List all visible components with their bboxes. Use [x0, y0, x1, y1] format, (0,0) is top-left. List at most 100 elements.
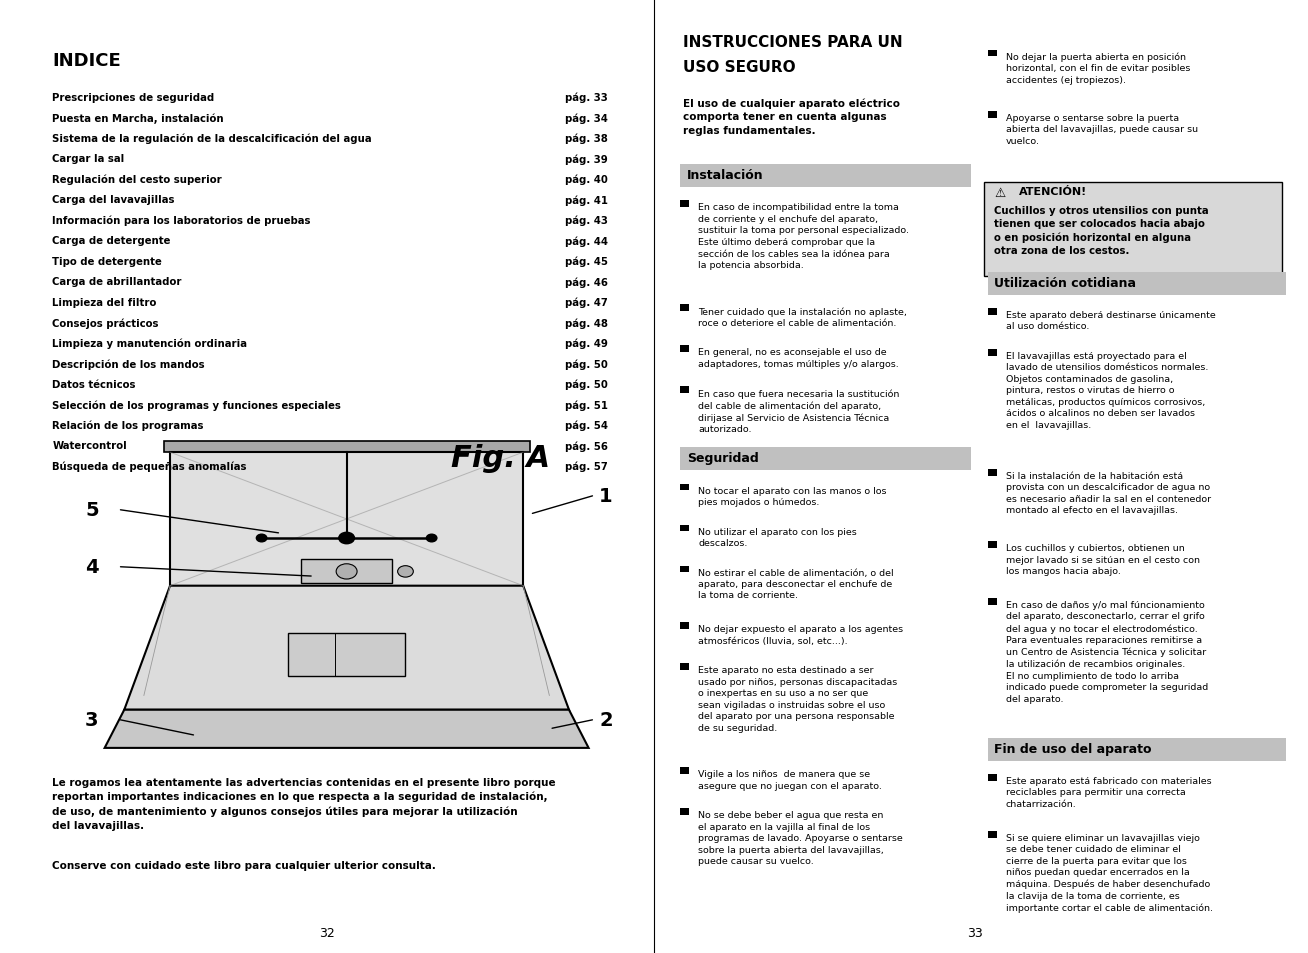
Bar: [680, 566, 689, 573]
Text: Cargar la sal: Cargar la sal: [52, 153, 124, 164]
Text: Descripción de los mandos: Descripción de los mandos: [52, 359, 205, 370]
Text: INDICE: INDICE: [52, 52, 122, 71]
Text: pág. 39: pág. 39: [565, 153, 608, 165]
Bar: [988, 598, 997, 605]
Text: pág. 50: pág. 50: [565, 379, 608, 390]
Text: Utilización cotidiana: Utilización cotidiana: [994, 276, 1137, 290]
Text: Los cuchillos y cubiertos, obtienen un
mejor lavado si se sitúan en el cesto con: Los cuchillos y cubiertos, obtienen un m…: [1006, 544, 1199, 576]
Text: pág. 38: pág. 38: [565, 133, 608, 144]
Text: Selección de los programas y funciones especiales: Selección de los programas y funciones e…: [52, 400, 341, 411]
Text: Watercontrol: Watercontrol: [52, 440, 127, 451]
Text: Si se quiere eliminar un lavavajillas viejo
se debe tener cuidado de eliminar el: Si se quiere eliminar un lavavajillas vi…: [1006, 833, 1213, 912]
Bar: [984, 183, 1282, 276]
Polygon shape: [124, 586, 569, 710]
Text: Puesta en Marcha, instalación: Puesta en Marcha, instalación: [52, 113, 224, 124]
Text: Información para los laboratorios de pruebas: Información para los laboratorios de pru…: [52, 215, 311, 226]
Bar: [680, 623, 689, 629]
Text: El lavavajillas está proyectado para el
lavado de utensilios domésticos normales: El lavavajillas está proyectado para el …: [1006, 352, 1209, 429]
Text: Seguridad: Seguridad: [687, 452, 759, 465]
Text: Instalación: Instalación: [687, 169, 764, 182]
Bar: [301, 559, 392, 583]
Text: No tocar el aparato con las manos o los
pies mojados o húmedos.: No tocar el aparato con las manos o los …: [698, 486, 887, 506]
Circle shape: [398, 566, 413, 578]
Text: pág. 47: pág. 47: [565, 297, 608, 308]
Text: pág. 54: pág. 54: [565, 420, 608, 431]
Text: 2: 2: [599, 710, 612, 729]
Text: No se debe beber el agua que resta en
el aparato en la vajilla al final de los
p: No se debe beber el agua que resta en el…: [698, 810, 904, 865]
Text: pág. 49: pág. 49: [565, 338, 608, 349]
Text: Conserve con cuidado este libro para cualquier ulterior consulta.: Conserve con cuidado este libro para cua…: [52, 860, 436, 869]
Text: pág. 46: pág. 46: [565, 276, 608, 288]
Bar: [170, 453, 523, 586]
Text: Relación de los programas: Relación de los programas: [52, 420, 204, 431]
Text: Le rogamos lea atentamente las advertencias contenidas en el presente libro porq: Le rogamos lea atentamente las advertenc…: [52, 777, 556, 830]
Text: No dejar la puerta abierta en posición
horizontal, con el fin de evitar posibles: No dejar la puerta abierta en posición h…: [1006, 52, 1190, 85]
Text: pág. 48: pág. 48: [565, 317, 608, 329]
Circle shape: [336, 564, 357, 579]
Bar: [680, 165, 971, 188]
Text: ⚠: ⚠: [994, 187, 1006, 200]
Text: En caso de daños y/o mal fúncionamiento
del aparato, desconectarlo, cerrar el gr: En caso de daños y/o mal fúncionamiento …: [1006, 600, 1209, 703]
Text: No dejar expuesto el aparato a los agentes
atmosféricos (lluvia, sol, etc...).: No dejar expuesto el aparato a los agent…: [698, 625, 904, 645]
Text: Fig. A: Fig. A: [451, 443, 551, 472]
Bar: [680, 768, 689, 774]
Text: pág. 57: pág. 57: [565, 461, 608, 472]
Text: Limpieza del filtro: Limpieza del filtro: [52, 297, 157, 307]
Bar: [988, 739, 1286, 761]
Text: pág. 45: pág. 45: [565, 256, 608, 267]
Bar: [680, 305, 689, 312]
Circle shape: [339, 533, 354, 544]
Text: Cuchillos y otros utensilios con punta
tienen que ser colocados hacia abajo
o en: Cuchillos y otros utensilios con punta t…: [994, 206, 1209, 256]
Text: 1: 1: [599, 486, 612, 505]
Bar: [164, 441, 530, 453]
Text: INSTRUCCIONES PARA UN: INSTRUCCIONES PARA UN: [683, 35, 903, 51]
Text: Búsqueda de pequeñas anomalías: Búsqueda de pequeñas anomalías: [52, 461, 247, 472]
Text: Sistema de la regulación de la descalcificación del agua: Sistema de la regulación de la descalcif…: [52, 133, 371, 144]
Text: Este aparato no esta destinado a ser
usado por niños, personas discapacitadas
o : Este aparato no esta destinado a ser usa…: [698, 665, 897, 732]
Text: Este aparato deberá destinarse únicamente
al uso doméstico.: Este aparato deberá destinarse únicament…: [1006, 311, 1215, 331]
Text: ATENCIÓN!: ATENCIÓN!: [1019, 187, 1087, 196]
Text: pág. 34: pág. 34: [565, 113, 608, 124]
Text: Regulación del cesto superior: Regulación del cesto superior: [52, 174, 222, 185]
Text: pág. 56: pág. 56: [565, 440, 608, 452]
Circle shape: [256, 535, 267, 542]
Text: pág. 43: pág. 43: [565, 215, 608, 226]
Text: No estirar el cable de alimentación, o del
aparato, para desconectar el enchufe : No estirar el cable de alimentación, o d…: [698, 568, 895, 599]
Circle shape: [426, 535, 437, 542]
Text: Fin de uso del aparato: Fin de uso del aparato: [994, 742, 1151, 755]
Bar: [988, 831, 997, 838]
Bar: [680, 346, 689, 353]
Bar: [988, 112, 997, 119]
Text: 32: 32: [319, 926, 335, 940]
Text: Vigile a los niños  de manera que se
asegure que no juegan con el aparato.: Vigile a los niños de manera que se aseg…: [698, 769, 883, 790]
Text: pág. 50: pág. 50: [565, 359, 608, 370]
Text: En caso de incompatibilidad entre la toma
de corriente y el enchufe del aparato,: En caso de incompatibilidad entre la tom…: [698, 203, 909, 270]
Bar: [680, 387, 689, 394]
Text: Tipo de detergente: Tipo de detergente: [52, 256, 162, 266]
Text: 3: 3: [85, 710, 98, 729]
Bar: [288, 634, 405, 677]
Bar: [680, 448, 971, 471]
Text: Apoyarse o sentarse sobre la puerta
abierta del lavavajillas, puede causar su
vu: Apoyarse o sentarse sobre la puerta abie…: [1006, 114, 1198, 146]
Bar: [988, 350, 997, 356]
Text: pág. 51: pág. 51: [565, 400, 608, 411]
Text: Consejos prácticos: Consejos prácticos: [52, 317, 158, 329]
Bar: [988, 273, 1286, 295]
Text: 5: 5: [85, 500, 98, 519]
Text: Carga de abrillantador: Carga de abrillantador: [52, 276, 182, 287]
Bar: [988, 51, 997, 57]
Text: En general, no es aconsejable el uso de
adaptadores, tomas múltiples y/o alargos: En general, no es aconsejable el uso de …: [698, 348, 899, 368]
Text: pág. 44: pág. 44: [565, 235, 608, 247]
Bar: [988, 775, 997, 781]
Text: En caso que fuera necesaria la sustitución
del cable de alimentación del aparato: En caso que fuera necesaria la sustituci…: [698, 389, 900, 434]
Text: pág. 33: pág. 33: [565, 92, 608, 103]
Text: Prescripciones de seguridad: Prescripciones de seguridad: [52, 92, 215, 102]
Text: Limpieza y manutención ordinaria: Limpieza y manutención ordinaria: [52, 338, 247, 349]
Text: Tener cuidado que la instalación no aplaste,
roce o deteriore el cable de alimen: Tener cuidado que la instalación no apla…: [698, 307, 908, 328]
Text: Si la instalación de la habitación está
provista con un descalcificador de agua : Si la instalación de la habitación está …: [1006, 472, 1211, 515]
Text: Datos técnicos: Datos técnicos: [52, 379, 136, 389]
Polygon shape: [105, 710, 589, 748]
Text: 33: 33: [967, 926, 982, 940]
Bar: [988, 309, 997, 315]
Bar: [680, 808, 689, 815]
